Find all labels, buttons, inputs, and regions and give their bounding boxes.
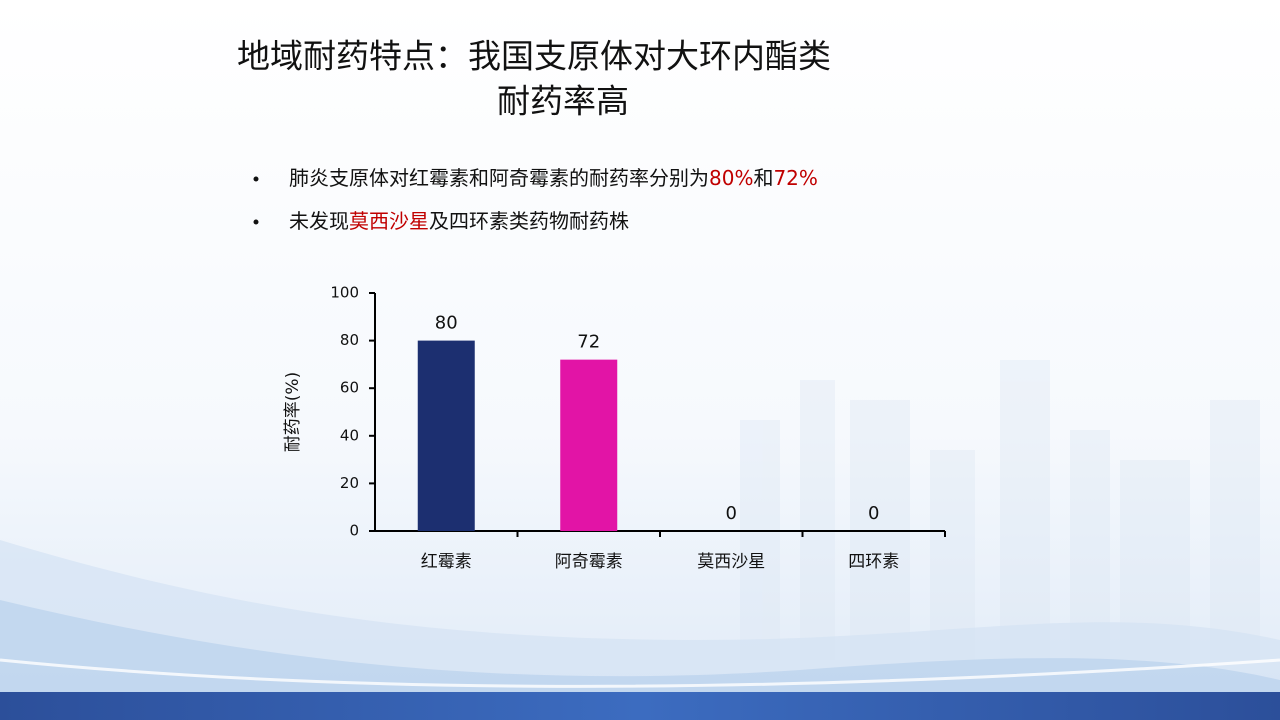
bullet-text: 未发现莫西沙星及四环素类药物耐药株 bbox=[289, 209, 629, 233]
bullet-dot bbox=[253, 176, 259, 182]
y-tick-label: 80 bbox=[340, 331, 359, 349]
bullet-segment: 80% bbox=[709, 166, 753, 190]
chart: 0 20 40 60 80 100 耐药率(%) 红霉素 80 阿奇霉素 72 莫西沙星 0 四环素 0 bbox=[283, 284, 946, 572]
slide-title: 地域耐药特点：我国支原体对大环内酯类 bbox=[237, 37, 831, 76]
bar bbox=[417, 340, 475, 531]
bullet-text: 肺炎支原体对红霉素和阿奇霉素的耐药率分别为80%和72% bbox=[289, 166, 818, 190]
y-axis-label: 耐药率(%) bbox=[283, 372, 303, 452]
bullet-segment: 和 bbox=[753, 166, 773, 190]
y-tick-label: 0 bbox=[349, 522, 359, 540]
x-tick-label: 莫西沙星 bbox=[697, 552, 765, 572]
bullet-segment: 72% bbox=[773, 166, 817, 190]
bullet-segment: 未发现 bbox=[289, 209, 349, 233]
bullet-segment: 肺炎支原体对红霉素和阿奇霉素的耐药率分别为 bbox=[289, 166, 709, 190]
slide-title: 耐药率高 bbox=[497, 82, 629, 121]
x-tick-label: 四环素 bbox=[848, 552, 899, 572]
y-tick-label: 20 bbox=[340, 474, 359, 492]
y-tick-label: 60 bbox=[340, 379, 359, 397]
bullet-dot bbox=[253, 219, 259, 225]
wave bbox=[0, 600, 1280, 720]
y-tick-label: 100 bbox=[330, 284, 359, 302]
bullet-segment: 莫西沙星 bbox=[349, 209, 429, 233]
wave-line bbox=[0, 658, 1280, 688]
x-tick-label: 红霉素 bbox=[421, 552, 472, 572]
bullet-segment: 及四环素类药物耐药株 bbox=[429, 209, 629, 233]
bar bbox=[560, 359, 618, 531]
x-tick-label: 阿奇霉素 bbox=[555, 552, 623, 572]
value-label: 0 bbox=[868, 503, 879, 524]
value-label: 0 bbox=[726, 503, 737, 524]
value-label: 72 bbox=[577, 332, 600, 353]
footer-band bbox=[0, 692, 1280, 720]
value-label: 80 bbox=[435, 313, 458, 334]
y-tick-label: 40 bbox=[340, 426, 359, 444]
